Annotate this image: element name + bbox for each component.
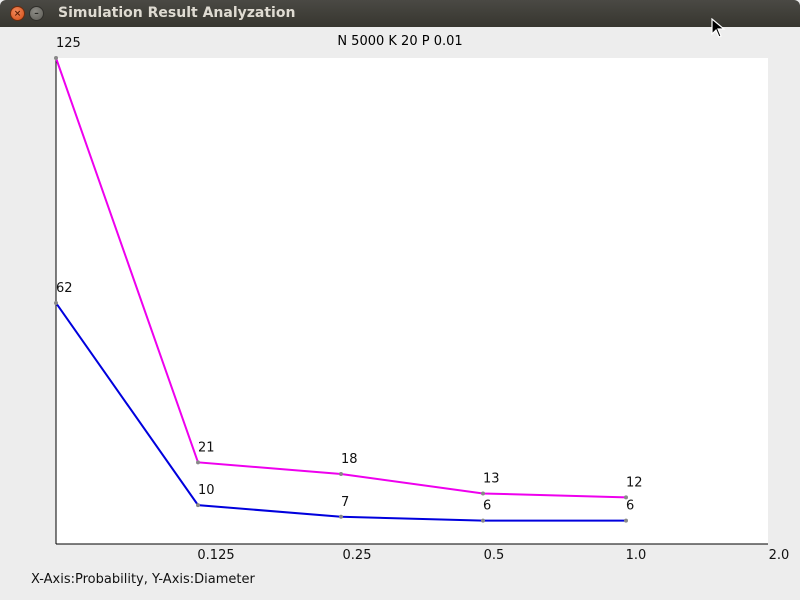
plot-area xyxy=(56,58,768,544)
data-label: 6 xyxy=(626,499,634,514)
data-point xyxy=(481,491,485,496)
data-point xyxy=(54,300,58,305)
x-tick-label: 0.125 xyxy=(197,548,234,563)
mouse-pointer-icon xyxy=(711,18,726,38)
minimize-button[interactable]: – xyxy=(29,6,44,21)
data-point xyxy=(481,518,485,523)
data-label: 6 xyxy=(483,499,491,514)
x-tick-label: 0.25 xyxy=(343,548,372,563)
data-point xyxy=(196,503,200,508)
data-label: 12 xyxy=(626,475,643,490)
series-line-2 xyxy=(55,302,626,522)
data-label: 18 xyxy=(341,452,358,467)
data-point xyxy=(339,472,343,477)
chart-title: N 5000 K 20 P 0.01 xyxy=(337,34,463,49)
data-label: 13 xyxy=(483,471,500,486)
data-label: 10 xyxy=(198,483,215,498)
data-label: 125 xyxy=(56,36,81,51)
data-point xyxy=(624,518,628,523)
data-label: 62 xyxy=(56,281,73,296)
data-label: 21 xyxy=(198,440,215,455)
axis-caption: X-Axis:Probability, Y-Axis:Diameter xyxy=(31,572,255,587)
data-label: 7 xyxy=(341,495,349,510)
x-tick-label: 1.0 xyxy=(626,548,647,563)
close-button[interactable]: × xyxy=(10,6,25,21)
window-titlebar: × – Simulation Result Analyzation xyxy=(0,0,800,27)
x-tick-label: 2.0 xyxy=(769,548,790,563)
series-line-1 xyxy=(55,57,627,499)
data-point xyxy=(624,495,628,500)
x-tick-label: 0.5 xyxy=(484,548,505,563)
window-title: Simulation Result Analyzation xyxy=(58,5,296,21)
data-point xyxy=(196,460,200,465)
data-point xyxy=(54,56,58,60)
data-point xyxy=(339,514,343,519)
